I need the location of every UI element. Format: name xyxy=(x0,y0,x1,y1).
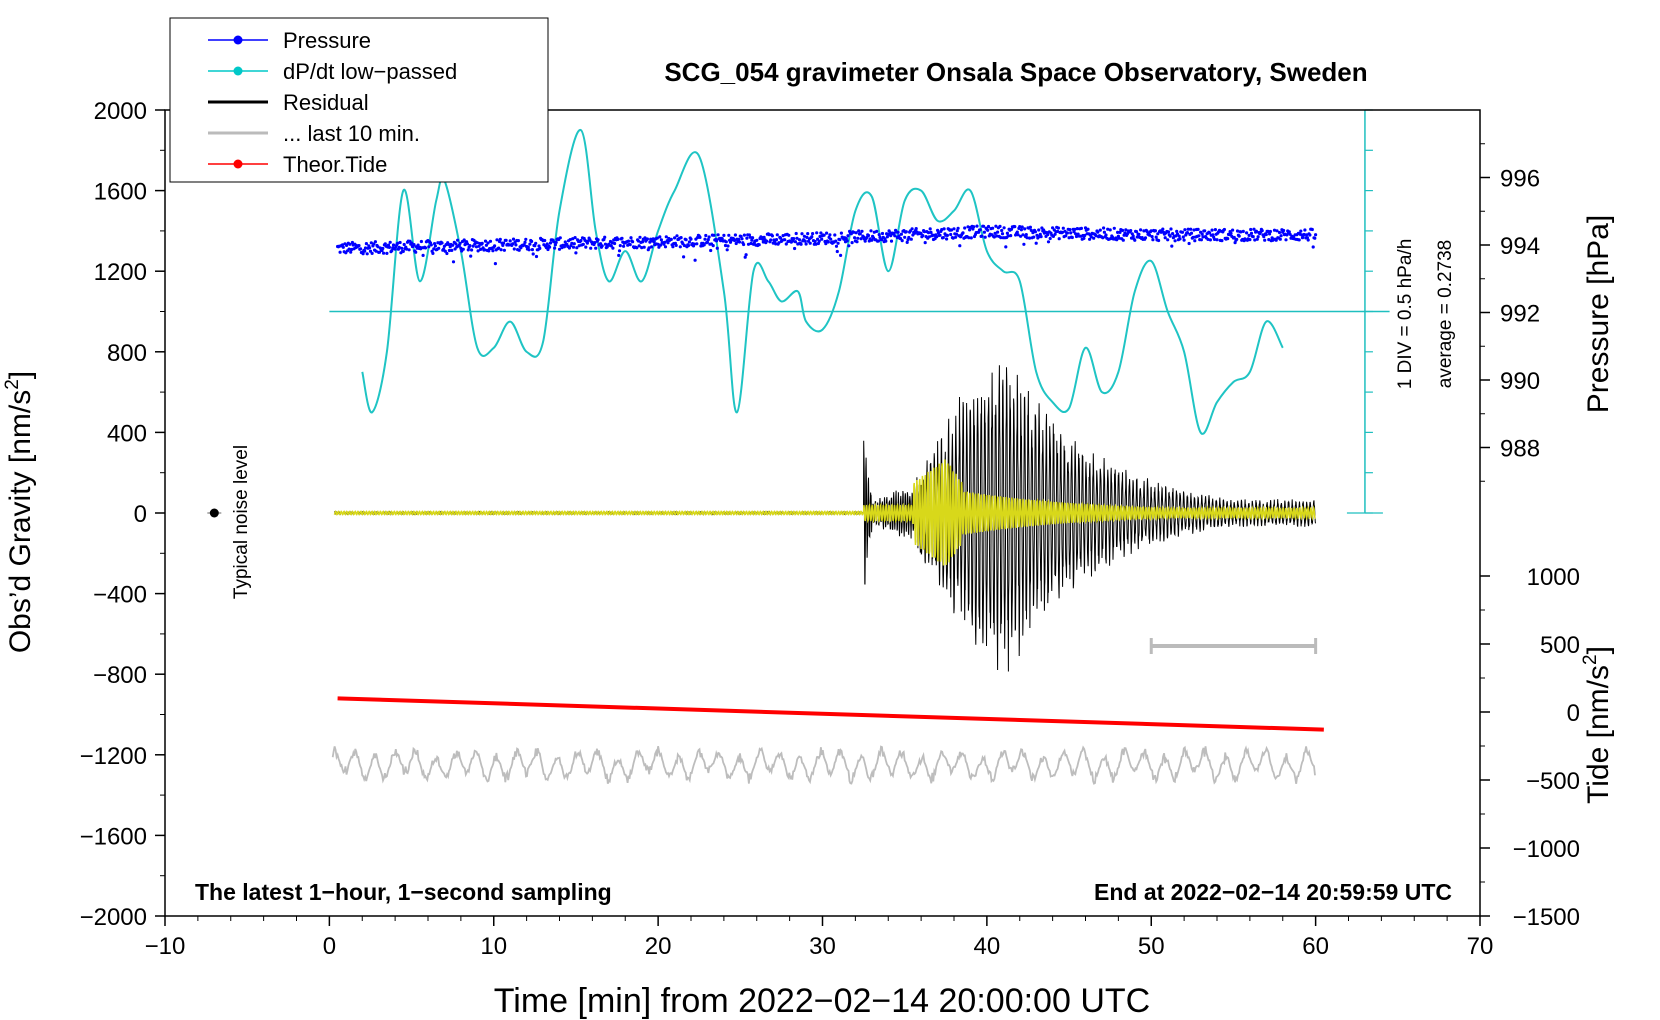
y-tick-label: −400 xyxy=(93,582,147,609)
pressure-tick-label: 992 xyxy=(1500,301,1540,328)
series-layer xyxy=(207,109,1390,785)
tide-tick-label: −1000 xyxy=(1513,836,1580,863)
legend: Pressure dP/dt low−passed Residual ... last… xyxy=(169,17,549,183)
x-tick-label: −10 xyxy=(145,933,186,960)
tide-axis-label-main: Tide [nm/s xyxy=(1582,665,1615,804)
annotation-div-scale: 1 DIV = 0.5 hPa/h xyxy=(1395,239,1416,390)
annotation-end-time: End at 2022−02−14 20:59:59 UTC xyxy=(1094,879,1452,905)
tide-tick-label: 0 xyxy=(1567,700,1580,727)
y-axis-label: Obs’d Gravity [nm/s2] xyxy=(2,371,37,653)
legend-label-4: Theor.Tide xyxy=(283,152,387,177)
legend-label-2: Residual xyxy=(283,90,369,115)
series-last10min-line xyxy=(331,745,1316,785)
series-pressure-points xyxy=(336,224,1318,266)
chart-title: SCG_054 gravimeter Onsala Space Observat… xyxy=(664,57,1367,87)
tide-axis-label-end: ] xyxy=(1582,646,1615,654)
pressure-tick-label: 990 xyxy=(1500,368,1540,395)
tide-tick-label: −500 xyxy=(1526,768,1580,795)
annotation-average: average = 0.2738 xyxy=(1435,240,1456,388)
annotation-noise-level: Typical noise level xyxy=(231,445,252,599)
legend-marker-1 xyxy=(233,66,243,76)
tide-tick-label: 1000 xyxy=(1527,564,1580,591)
legend-marker-0 xyxy=(233,35,243,45)
y-tick-label: 800 xyxy=(107,340,147,367)
y-axis-label-main: Obs’d Gravity [nm/s xyxy=(4,390,37,653)
legend-marker-4 xyxy=(233,159,243,169)
y-tick-label: 1200 xyxy=(94,259,147,286)
x-tick-label: 30 xyxy=(809,933,836,960)
y-tick-label: 2000 xyxy=(94,98,147,125)
series-theor-tide-line xyxy=(337,696,1324,732)
pressure-tick-label: 988 xyxy=(1500,436,1540,463)
x-tick-label: 70 xyxy=(1467,933,1494,960)
x-tick-label: 40 xyxy=(974,933,1001,960)
tide-axis-label: Tide [nm/s2] xyxy=(1580,646,1615,804)
y-tick-label: 1600 xyxy=(94,179,147,206)
y-tick-label: −2000 xyxy=(80,904,147,931)
pressure-tick-label: 996 xyxy=(1500,166,1540,193)
legend-label-0: Pressure xyxy=(283,28,371,53)
x-tick-label: 20 xyxy=(645,933,672,960)
series-dpdt-line xyxy=(361,129,1284,435)
legend-label-3: ... last 10 min. xyxy=(283,121,420,146)
x-tick-label: 60 xyxy=(1302,933,1329,960)
y-axis-label-end: ] xyxy=(4,371,37,379)
tide-tick-label: −1500 xyxy=(1513,904,1580,931)
tide-axis-label-sup: 2 xyxy=(1580,654,1601,665)
pressure-tick-label: 994 xyxy=(1500,233,1540,260)
series-residual-line xyxy=(333,365,1317,672)
x-tick-label: 50 xyxy=(1138,933,1165,960)
legend-label-1: dP/dt low−passed xyxy=(283,59,457,84)
series-residual-filtered-line xyxy=(333,459,1316,566)
y-axis-label-sup: 2 xyxy=(2,379,23,390)
axes-layer: −10 0 10 20 30 40 50 60 70 −2000 −1600 −1200 −800 −40… xyxy=(80,98,1580,960)
annotation-latest-hour: The latest 1−hour, 1−second sampling xyxy=(195,879,612,905)
y-tick-label: 0 xyxy=(134,501,147,528)
tide-tick-label: 500 xyxy=(1540,632,1580,659)
y-tick-label: −800 xyxy=(93,662,147,689)
y-tick-label: −1200 xyxy=(80,743,147,770)
legend-box xyxy=(169,17,549,183)
x-tick-label: 0 xyxy=(323,933,336,960)
y-tick-label: 400 xyxy=(107,420,147,447)
x-axis-label: Time [min] from 2022−02−14 20:00:00 UTC xyxy=(494,982,1150,1020)
pressure-axis-label: Pressure [hPa] xyxy=(1582,215,1615,413)
x-tick-label: 10 xyxy=(480,933,507,960)
noise-level-marker xyxy=(209,508,219,518)
y-tick-label: −1600 xyxy=(80,823,147,850)
